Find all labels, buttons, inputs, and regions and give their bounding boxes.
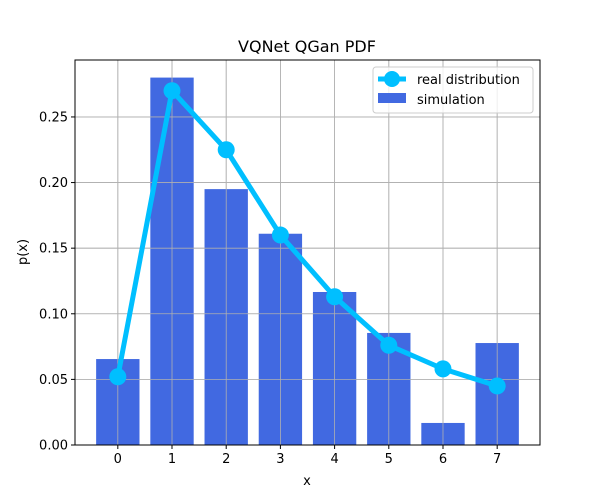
legend-marker-icon — [384, 71, 400, 87]
x-tick-label: 3 — [276, 452, 284, 467]
x-tick-label: 2 — [222, 452, 230, 467]
chart-title: VQNet QGan PDF — [238, 37, 376, 56]
y-tick-label: 0.25 — [39, 110, 68, 125]
x-tick-label: 5 — [385, 452, 393, 467]
x-ticks: 0 1 2 3 4 5 6 7 — [114, 445, 501, 467]
y-tick-label: 0.05 — [39, 373, 68, 388]
x-tick-label: 6 — [439, 452, 447, 467]
line-point — [326, 288, 344, 306]
y-tick-label: 0.10 — [39, 307, 68, 322]
x-tick-label: 0 — [114, 452, 122, 467]
legend-label-simulation: simulation — [417, 93, 485, 108]
line-point — [109, 368, 127, 386]
legend-label-real: real distribution — [417, 73, 520, 88]
line-point — [434, 360, 452, 378]
x-tick-label: 1 — [168, 452, 176, 467]
y-tick-label: 0.15 — [39, 242, 68, 257]
grid — [75, 60, 540, 446]
plot-frame — [74, 59, 541, 446]
line-point — [488, 377, 506, 395]
x-tick-label: 7 — [493, 452, 501, 467]
y-ticks: 0.00 0.05 0.10 0.15 0.20 0.25 — [39, 110, 75, 454]
x-axis-label: x — [303, 474, 311, 489]
y-axis-label: p(x) — [16, 239, 31, 265]
legend-bar-swatch — [378, 93, 406, 103]
bars — [96, 77, 519, 446]
line-point — [380, 336, 398, 354]
y-tick-label: 0.20 — [39, 176, 68, 191]
line-path — [115, 88, 498, 389]
line-point — [217, 141, 235, 159]
legend-box — [372, 66, 534, 114]
line-point — [163, 82, 181, 100]
line-series — [109, 82, 506, 395]
legend: real distribution simulation — [372, 66, 534, 114]
grid — [75, 60, 540, 446]
y-tick-label: 0.00 — [39, 439, 68, 454]
line-point — [271, 226, 289, 244]
x-tick-label: 4 — [330, 452, 338, 467]
